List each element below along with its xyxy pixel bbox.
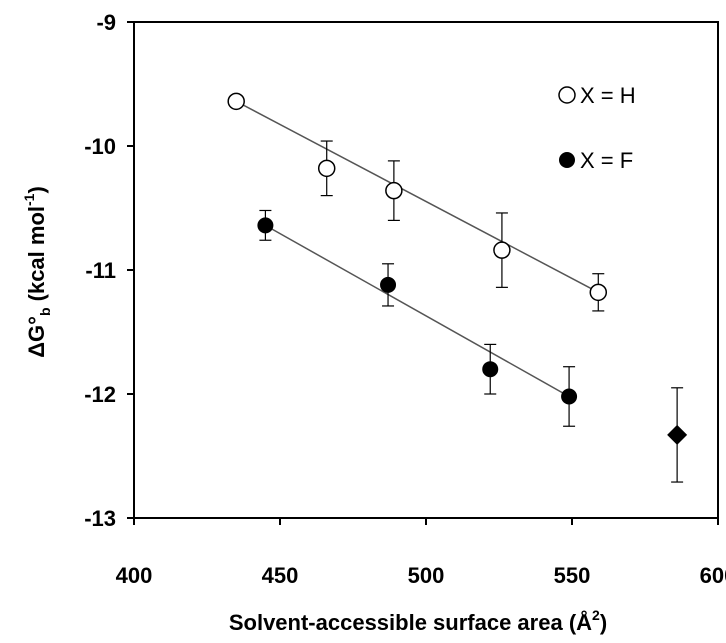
data-point-open-circle [385,181,403,200]
data-point-open-circle [227,92,245,111]
data-point-open-circle [589,283,608,302]
x-tick-label: 450 [262,563,299,588]
axis-ticks: 400 450 500 550 600 -9 -10 -11 -12 -13 [84,10,726,588]
x-tick-label: 600 [700,563,726,588]
legend-marker-open-circle [558,86,576,104]
y-tick-label: -9 [96,10,116,35]
y-axis-title-subscript: b [37,307,53,316]
y-tick-label: -10 [84,134,116,159]
data-markers [227,92,688,445]
legend: X = H X = F [558,83,636,173]
x-axis-title-end: ) [600,610,607,635]
fit-line [265,224,570,398]
data-point-open-circle [317,159,336,178]
data-point-filled-circle [380,276,397,293]
y-axis-title-end: ) [24,186,49,193]
y-axis-title-delta: ΔG° [24,316,49,358]
y-tick-label: -12 [84,382,116,407]
x-axis-title-superscript: 2 [592,607,600,623]
y-axis-title-superscript: -1 [21,193,37,206]
data-point-open-circle [493,241,511,259]
data-point-filled-circle [257,217,274,234]
legend-marker-filled-circle [559,152,575,168]
x-tick-label: 400 [116,563,153,588]
fit-lines [235,100,599,398]
y-tick-label: -11 [85,258,116,283]
y-axis-title: ΔG°b (kcal mol-1) [21,186,53,358]
data-point-filled-diamond [667,424,688,445]
y-axis-title-unit: (kcal mol [24,206,49,307]
x-axis-title: Solvent-accessible surface area (Å2) [229,607,607,635]
y-tick-label: -13 [84,506,116,531]
x-tick-label: 500 [408,563,445,588]
legend-label-x-h: X = H [580,83,636,108]
error-bars [259,140,684,483]
data-point-filled-circle [561,388,578,405]
data-point-filled-circle [482,361,499,378]
x-axis-title-main: Solvent-accessible surface area (Å [229,609,592,635]
fit-line [235,100,599,293]
x-tick-label: 550 [554,563,591,588]
legend-label-x-f: X = F [580,148,633,173]
